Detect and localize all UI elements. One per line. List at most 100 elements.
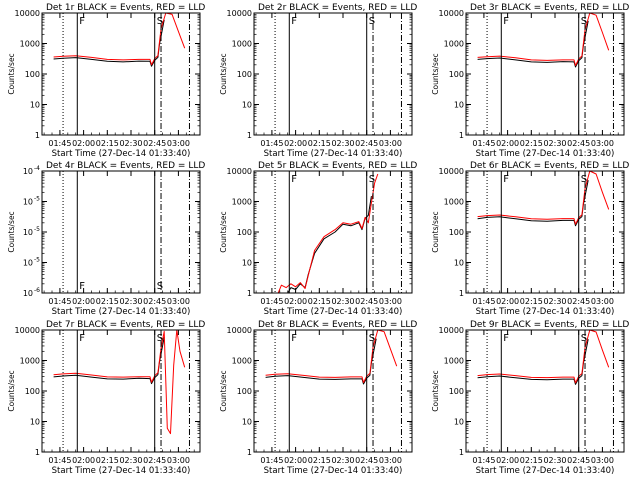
y-axis-label: Counts/sec xyxy=(219,53,228,94)
x-tick-label: 02:45 xyxy=(355,139,378,148)
x-tick-label: 02:00 xyxy=(72,139,95,148)
plot-frame xyxy=(465,170,625,294)
series-line xyxy=(53,337,165,385)
time-marker-label: S xyxy=(369,333,375,344)
time-marker-label: F xyxy=(79,281,85,292)
y-tick-label: 10000 xyxy=(227,9,252,18)
y-tick-label: 10 xyxy=(23,198,33,207)
x-axis-label: Start Time (27-Dec-14 01:33:40) xyxy=(52,149,191,159)
x-tick-label: 02:00 xyxy=(284,456,307,465)
detector-panel: Det 3r BLACK = Events, RED = LLD F S 1 10 100… xyxy=(431,3,629,159)
y-tick-label: 1 xyxy=(247,289,252,298)
x-axis-label: Start Time (27-Dec-14 01:33:40) xyxy=(52,466,191,476)
plot-frame xyxy=(465,329,625,453)
time-marker-label: F xyxy=(503,174,509,185)
series-line xyxy=(53,12,186,66)
panel-title: Det 7r BLACK = Events, RED = LLD xyxy=(46,320,205,330)
time-marker-label: S xyxy=(369,16,375,27)
x-tick-label: 01:45 xyxy=(48,297,71,306)
y-tick-label: 10000 xyxy=(439,9,464,18)
y-tick-label: 10 xyxy=(30,418,40,427)
series-line xyxy=(277,173,379,294)
y-tick-label: 1000 xyxy=(20,40,40,49)
x-axis-label: Start Time (27-Dec-14 01:33:40) xyxy=(264,466,403,476)
y-tick-label: 10 xyxy=(454,259,464,268)
y-tick-label: 10000 xyxy=(439,326,464,335)
x-axis-label: Start Time (27-Dec-14 01:33:40) xyxy=(52,307,191,317)
y-tick-label: 1 xyxy=(35,131,40,140)
y-tick-label: 1000 xyxy=(20,357,40,366)
y-tick-label: 10 xyxy=(23,259,33,268)
plot-frame xyxy=(41,170,201,294)
y-tick-label: 10 xyxy=(242,259,252,268)
y-tick-label: 10000 xyxy=(227,326,252,335)
y-tick-label: 10 xyxy=(242,101,252,110)
y-tick-exponent: -5 xyxy=(34,226,40,233)
detector-panel: Det 1r BLACK = Events, RED = LLD F S 1 10 100… xyxy=(7,3,205,159)
time-marker-label: F xyxy=(503,333,509,344)
panel-title: Det 9r BLACK = Events, RED = LLD xyxy=(470,320,629,330)
series-line xyxy=(477,329,610,384)
x-tick-label: 02:30 xyxy=(119,139,142,148)
x-axis-label: Start Time (27-Dec-14 01:33:40) xyxy=(476,149,615,159)
time-marker-label: S xyxy=(369,174,375,185)
series-line xyxy=(53,329,186,435)
y-tick-label: 1000 xyxy=(232,357,252,366)
time-marker-label: F xyxy=(503,16,509,27)
series-line xyxy=(477,339,589,385)
x-tick-label: 02:15 xyxy=(96,297,119,306)
plot-frame xyxy=(253,329,413,453)
y-tick-label: 1 xyxy=(247,131,252,140)
x-tick-label: 01:45 xyxy=(48,139,71,148)
plot-frame xyxy=(41,329,201,453)
time-marker-label: F xyxy=(79,16,85,27)
panel-title: Det 3r BLACK = Events, RED = LLD xyxy=(470,3,629,13)
x-axis-label: Start Time (27-Dec-14 01:33:40) xyxy=(264,307,403,317)
y-tick-label: 100 xyxy=(237,228,252,237)
x-axis-label: Start Time (27-Dec-14 01:33:40) xyxy=(264,149,403,159)
x-tick-label: 02:30 xyxy=(543,456,566,465)
series-line xyxy=(477,12,610,66)
x-tick-label: 03:00 xyxy=(591,139,614,148)
panel-title: Det 2r BLACK = Events, RED = LLD xyxy=(258,3,417,13)
y-tick-label: 1000 xyxy=(444,40,464,49)
x-tick-label: 02:15 xyxy=(96,456,119,465)
x-tick-label: 02:45 xyxy=(143,456,166,465)
plot-frame xyxy=(41,12,201,136)
time-marker-label: S xyxy=(581,333,587,344)
x-tick-label: 02:30 xyxy=(331,456,354,465)
x-tick-label: 03:00 xyxy=(167,456,190,465)
y-axis-label: Counts/sec xyxy=(431,211,440,252)
series-line xyxy=(477,20,589,68)
x-tick-label: 01:45 xyxy=(472,139,495,148)
x-tick-label: 02:30 xyxy=(119,456,142,465)
series-line xyxy=(265,329,398,383)
panel-title: Det 4r BLACK = Events, RED = LLD xyxy=(46,161,205,171)
time-marker-label: F xyxy=(291,174,297,185)
y-tick-label: 100 xyxy=(449,70,464,79)
y-tick-label: 1 xyxy=(459,289,464,298)
detector-panel: Det 8r BLACK = Events, RED = LLD F S 1 10 100… xyxy=(219,320,417,476)
y-tick-label: 10 xyxy=(242,418,252,427)
x-tick-label: 02:30 xyxy=(543,297,566,306)
x-tick-label: 03:00 xyxy=(379,456,402,465)
y-axis-label: Counts/sec xyxy=(7,53,16,94)
y-axis-label: Counts/sec xyxy=(7,370,16,411)
x-tick-label: 02:00 xyxy=(284,297,307,306)
y-tick-label: 10000 xyxy=(439,167,464,176)
detector-panel: Det 9r BLACK = Events, RED = LLD F S 1 10 100… xyxy=(431,320,629,476)
series-line xyxy=(477,170,610,225)
y-tick-label: 10 xyxy=(454,418,464,427)
x-tick-label: 02:45 xyxy=(355,297,378,306)
y-tick-label: 100 xyxy=(237,70,252,79)
x-tick-label: 03:00 xyxy=(591,456,614,465)
x-tick-label: 02:15 xyxy=(308,297,331,306)
time-marker-label: S xyxy=(157,16,163,27)
time-marker-label: F xyxy=(79,333,85,344)
x-tick-label: 02:45 xyxy=(567,139,590,148)
x-tick-label: 01:45 xyxy=(260,139,283,148)
y-tick-label: 10 xyxy=(23,167,33,176)
x-tick-label: 03:00 xyxy=(591,297,614,306)
